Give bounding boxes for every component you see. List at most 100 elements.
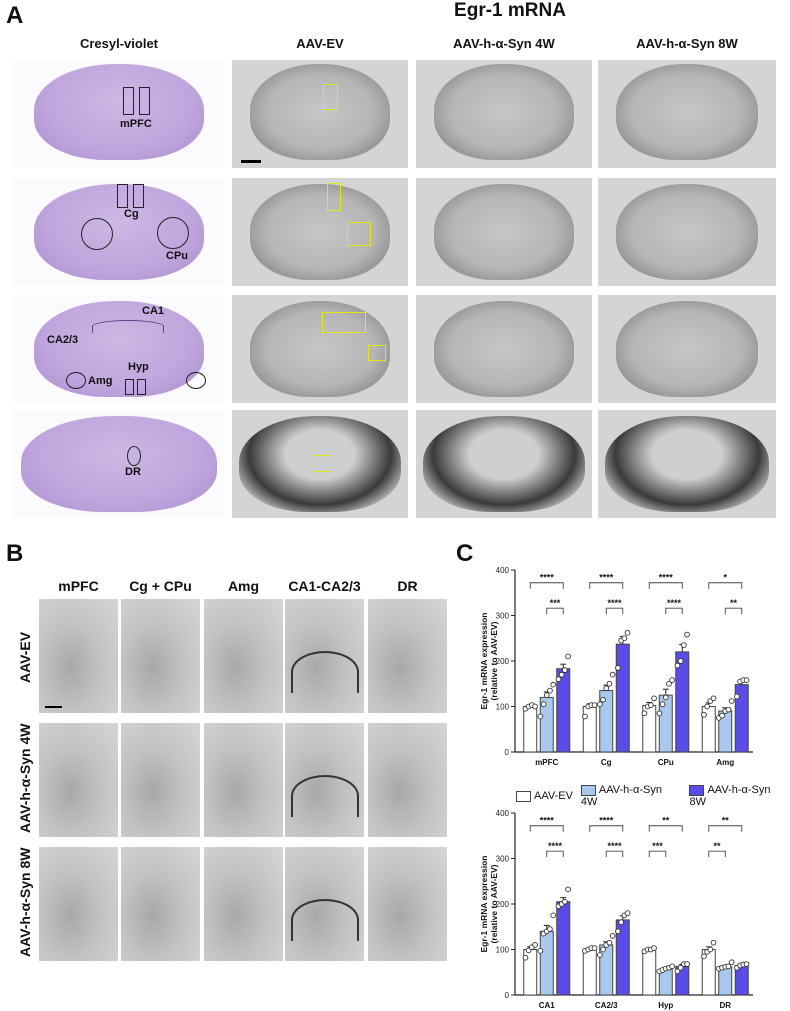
legend-swatch [580, 784, 596, 796]
section-image-row4-col4 [598, 410, 776, 518]
bar-chart-top: 0 100 200 300 400 Egr-1 mRNA expression(relat… [479, 566, 753, 767]
zoom-image-row2-col1 [39, 723, 118, 837]
significance-bracket [605, 850, 624, 858]
significance-bracket [708, 850, 726, 858]
panel-a-title: Egr-1 mRNA [454, 0, 566, 21]
significance-bracket [648, 582, 683, 589]
data-point [550, 681, 557, 688]
data-point [596, 952, 603, 958]
zoom-image-row1-col1 [39, 599, 118, 713]
y-tick-label: 400 [496, 566, 510, 575]
legend-swatch [516, 790, 531, 802]
y-axis-label-line: Egr-1 mRNA expression [479, 856, 489, 953]
significance-bracket [529, 825, 564, 832]
region-label-cpu: CPu [166, 250, 188, 262]
data-point [674, 662, 681, 669]
data-point [674, 968, 681, 975]
roi-ellipse [186, 372, 206, 389]
section-image-row4-col2 [232, 410, 408, 518]
significance-label: *** [550, 598, 561, 608]
bar [734, 684, 749, 753]
y-tick-label: 200 [496, 657, 510, 666]
data-point [728, 698, 735, 704]
x-tick-label: Cg [601, 758, 612, 767]
significance-bracket [546, 607, 564, 615]
brain-section [249, 64, 391, 160]
zoom-image-row3-col3 [204, 847, 283, 961]
zoom-image-row2-col3 [204, 723, 283, 837]
significance-label: *** [652, 841, 663, 851]
bar [582, 949, 597, 996]
column-header-8w: AAV-h-α-Syn 8W [636, 36, 738, 51]
significance-bracket [708, 582, 743, 589]
x-tick-label: CA1 [539, 1001, 556, 1010]
roi-rect [117, 184, 128, 208]
data-point [701, 711, 707, 718]
zoom-image-row3-col2 [121, 847, 200, 961]
y-tick-label: 0 [505, 748, 510, 757]
data-point [621, 635, 628, 642]
data-point [615, 928, 621, 935]
data-point [666, 680, 672, 687]
data-point [547, 926, 553, 932]
data-point [719, 712, 725, 719]
y-axis-label-line: (relative to AAV-EV) [489, 864, 499, 943]
y-tick-label: 100 [496, 946, 510, 955]
bar [599, 944, 614, 996]
y-axis-label: Egr-1 mRNA expression(relative to AAV-EV… [479, 613, 499, 710]
x-tick-label: mPFC [535, 758, 558, 767]
panel-label-c: C [456, 540, 474, 567]
section-image-row2-col3 [416, 178, 592, 286]
data-point [669, 677, 676, 683]
data-point [710, 939, 717, 946]
zoom-image-row1-col3 [204, 599, 283, 713]
section-image-row1-col1 [13, 60, 225, 168]
data-point [591, 945, 598, 951]
bar [615, 643, 630, 753]
data-point [532, 942, 538, 948]
data-point [532, 703, 538, 710]
data-point [662, 694, 669, 701]
data-point [734, 693, 740, 700]
data-point [725, 963, 732, 970]
legend-swatch [689, 784, 705, 796]
roi-box-amg [368, 345, 386, 361]
section-image-row2-col1 [13, 178, 225, 286]
region-label-mpfc: mPFC [120, 118, 152, 130]
region-label-ca1: CA1 [142, 305, 165, 317]
section-image-row3-col2 [232, 295, 408, 403]
section-image-row1-col3 [416, 60, 592, 168]
zoom-image-row1-col2 [121, 599, 200, 713]
data-point [710, 695, 717, 702]
y-tick-label: 0 [505, 991, 510, 1000]
significance-label: ** [722, 816, 730, 826]
data-point [651, 695, 657, 702]
legend-item-aav-ev: AAV-EV [516, 790, 573, 802]
legend-label: AAV-h-α-Syn 8W [689, 784, 771, 808]
x-tick-label: CA2/3 [595, 1001, 618, 1010]
column-header: DR [397, 578, 418, 594]
brain-section [433, 184, 575, 280]
section-image-row2-col2 [232, 178, 408, 286]
data-point [743, 961, 750, 967]
x-tick-label: DR [719, 1001, 731, 1010]
row-header: AAV-h-α-Syn 8W [17, 847, 33, 957]
region-label-ca2-3: CA2/3 [47, 334, 79, 346]
significance-bracket [648, 850, 667, 858]
dentate-gyrus-band [291, 775, 359, 817]
region-label-hyp: Hyp [128, 361, 149, 373]
data-point [684, 961, 690, 967]
zoom-image-row3-col5 [368, 847, 447, 961]
data-point [550, 912, 557, 919]
roi-rect [125, 379, 134, 395]
data-point [669, 963, 676, 970]
section-image-row2-col4 [598, 178, 776, 286]
y-tick-label: 100 [496, 703, 510, 712]
data-point [596, 701, 603, 708]
significance-label: ** [730, 598, 738, 608]
significance-label: **** [599, 573, 614, 583]
data-point [537, 713, 544, 720]
roi-box-dr [313, 455, 332, 472]
hippocampus-outline [92, 320, 164, 333]
